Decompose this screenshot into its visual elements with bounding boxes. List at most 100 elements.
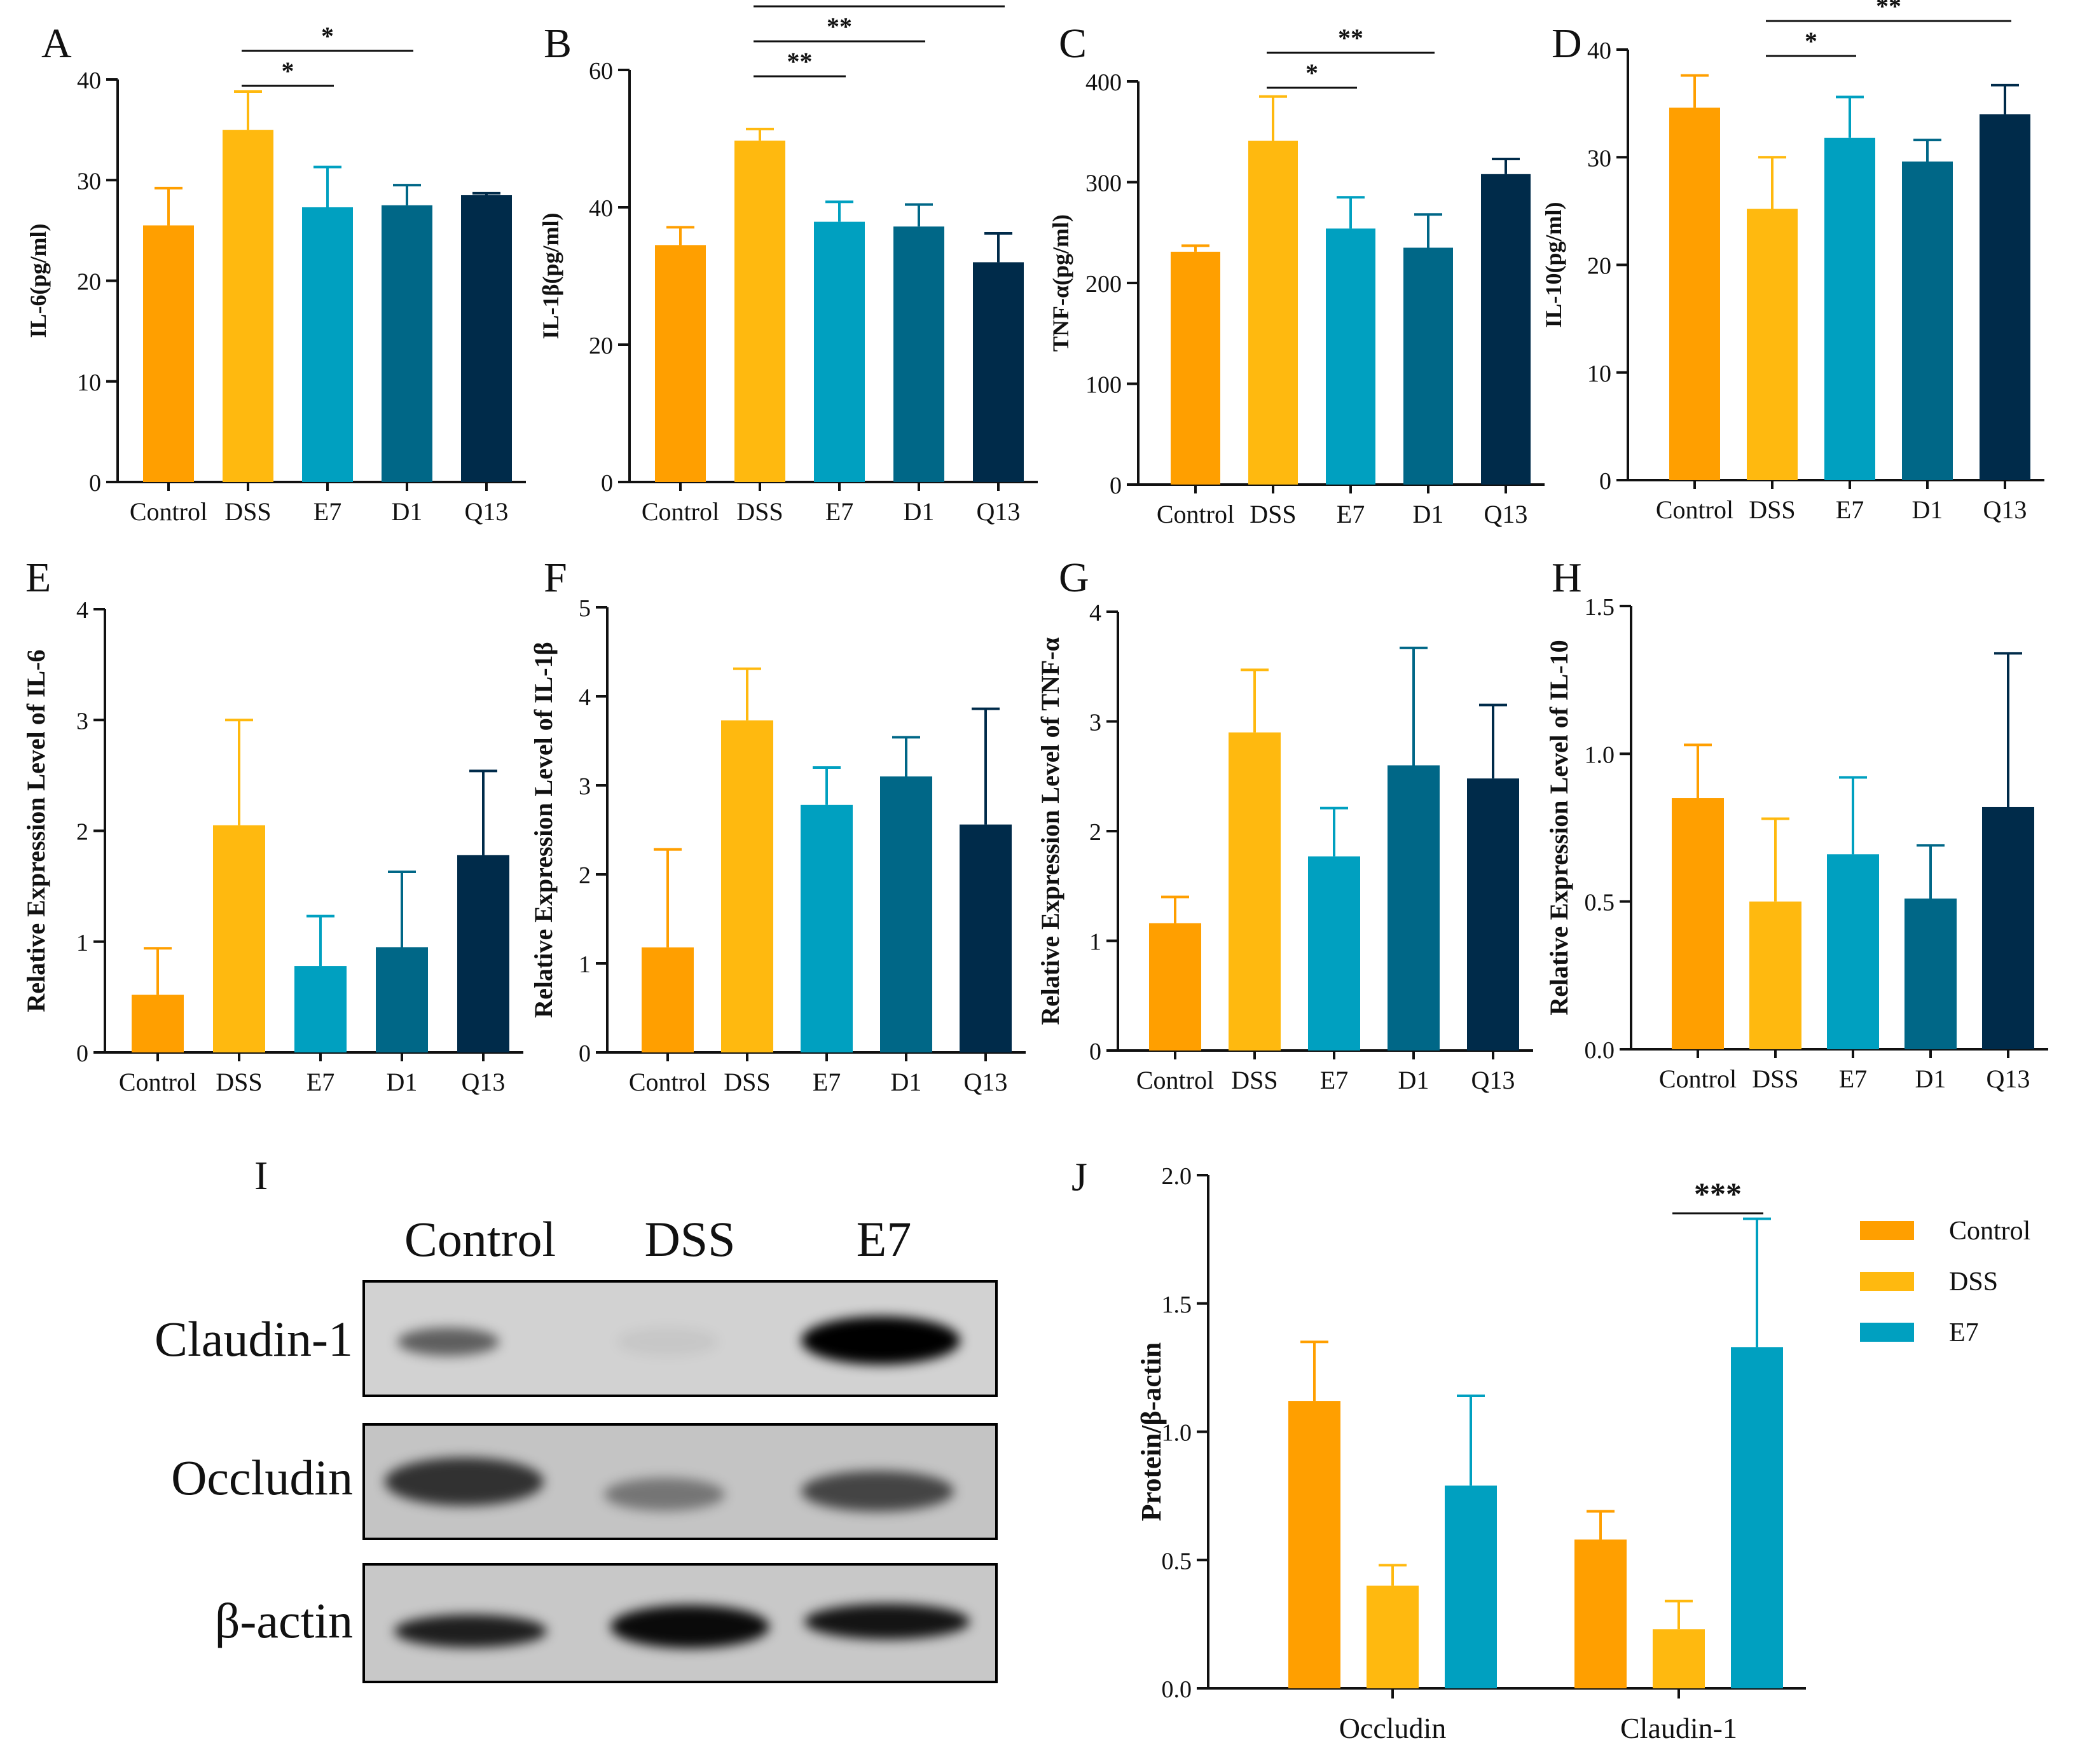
bar-control bbox=[1171, 251, 1220, 485]
panel-label-G: G bbox=[1059, 555, 1089, 601]
x-tick-label: Claudin-1 bbox=[1620, 1712, 1737, 1744]
x-tick-label: D1 bbox=[891, 1068, 922, 1096]
bar-e7 bbox=[1308, 856, 1360, 1051]
y-tick-label: 1.5 bbox=[1162, 1292, 1192, 1318]
bar-d1 bbox=[1902, 162, 1953, 480]
x-tick-label: DSS bbox=[224, 497, 271, 526]
bar-control bbox=[1669, 107, 1720, 480]
bar-d1 bbox=[376, 947, 428, 1052]
legend-label-e7: E7 bbox=[1949, 1318, 1979, 1347]
bar-d1 bbox=[382, 205, 432, 482]
blot-lane-label-dss: DSS bbox=[644, 1211, 735, 1267]
bar-control bbox=[1149, 923, 1201, 1051]
y-tick-label: 400 bbox=[1085, 69, 1122, 96]
x-tick-label: E7 bbox=[1337, 500, 1365, 528]
bar-control bbox=[655, 245, 706, 482]
bar-dss bbox=[1367, 1585, 1419, 1688]
blot-band bbox=[385, 1457, 544, 1506]
y-tick-label: 0 bbox=[1110, 472, 1122, 499]
x-tick-label: Control bbox=[629, 1068, 706, 1096]
y-tick-label: 3 bbox=[76, 708, 88, 734]
y-tick-label: 3 bbox=[579, 773, 591, 800]
panel-label-J: J bbox=[1071, 1154, 1087, 1199]
x-tick-label: D1 bbox=[1413, 500, 1444, 528]
x-tick-label: E7 bbox=[1839, 1065, 1867, 1093]
y-tick-label: 4 bbox=[579, 684, 591, 711]
x-tick-label: Occludin bbox=[1339, 1712, 1447, 1744]
bar-q13 bbox=[1982, 806, 2034, 1049]
bar-control bbox=[143, 225, 194, 482]
panel-label-A: A bbox=[41, 20, 72, 67]
blot-band bbox=[804, 1604, 970, 1639]
y-tick-label: 30 bbox=[77, 168, 101, 195]
x-tick-label: Control bbox=[1659, 1065, 1737, 1093]
x-tick-label: Control bbox=[130, 497, 207, 526]
y-tick-label: 20 bbox=[1587, 253, 1611, 280]
bar-dss bbox=[734, 141, 785, 483]
y-tick-label: 4 bbox=[1089, 600, 1101, 626]
blot-band bbox=[397, 1328, 499, 1356]
y-tick-label: 30 bbox=[1587, 145, 1611, 172]
x-tick-label: E7 bbox=[313, 497, 341, 526]
y-tick-label: 0 bbox=[579, 1040, 591, 1067]
panel-label-H: H bbox=[1552, 555, 1582, 601]
y-tick-label: 1.0 bbox=[1585, 741, 1615, 768]
chart-panel-A: A 0 10 20 30 40 IL-6(pg/ml) Control DSS E7 D1 Q13 * * bbox=[25, 20, 526, 526]
significance-stars: *** bbox=[1694, 1176, 1742, 1211]
bar-d1 bbox=[1904, 899, 1957, 1049]
bar-e7 bbox=[1731, 1347, 1783, 1688]
x-tick-label: DSS bbox=[1231, 1066, 1278, 1094]
bar-e7 bbox=[302, 207, 353, 482]
y-tick-label: 2 bbox=[1089, 819, 1101, 846]
y-tick-label: 60 bbox=[589, 58, 613, 85]
blot-band bbox=[801, 1316, 960, 1365]
y-axis-label: IL-1β(pg/ml) bbox=[538, 213, 563, 340]
bar-e7 bbox=[1445, 1485, 1497, 1688]
significance-stars: * bbox=[1805, 27, 1817, 55]
y-tick-label: 5 bbox=[579, 595, 591, 622]
x-tick-label: D1 bbox=[904, 497, 935, 526]
significance-stars: * bbox=[282, 57, 294, 85]
chart-panel-J: J 0.0 0.5 1.0 1.5 2.0 Protein/β-actin Occludin C… bbox=[1071, 1154, 2030, 1744]
y-tick-label: 100 bbox=[1085, 372, 1122, 399]
significance-stars: ** bbox=[1876, 0, 1901, 20]
bar-q13 bbox=[461, 195, 512, 482]
panel-label-C: C bbox=[1059, 20, 1087, 67]
chart-panel-D: D 0 10 20 30 40 IL-10(pg/ml) Control DSS E7 D1 Q13 *… bbox=[1541, 0, 2044, 524]
bar-e7 bbox=[814, 221, 865, 482]
bar-d1 bbox=[1403, 247, 1453, 485]
x-tick-label: Control bbox=[119, 1068, 196, 1096]
bar-control bbox=[1574, 1539, 1627, 1688]
bar-q13 bbox=[973, 262, 1024, 482]
y-tick-label: 40 bbox=[77, 67, 101, 94]
legend-swatch-control bbox=[1860, 1221, 1914, 1240]
blot-band bbox=[801, 1471, 954, 1512]
y-tick-label: 1 bbox=[1089, 929, 1101, 956]
bar-control bbox=[1672, 798, 1724, 1049]
y-tick-label: 0.0 bbox=[1162, 1676, 1192, 1703]
blot-row-label-beta-actin: β-actin bbox=[215, 1593, 353, 1648]
x-tick-label: Control bbox=[1656, 495, 1733, 524]
blot-lane-label-e7: E7 bbox=[857, 1211, 912, 1267]
y-tick-label: 4 bbox=[76, 597, 88, 624]
bar-e7 bbox=[1824, 137, 1875, 480]
y-tick-label: 20 bbox=[589, 333, 613, 359]
x-tick-label: Control bbox=[1136, 1066, 1214, 1094]
panel-label-D: D bbox=[1552, 20, 1582, 67]
y-tick-label: 10 bbox=[1587, 361, 1611, 387]
blot-band bbox=[617, 1328, 719, 1356]
blot-band bbox=[610, 1605, 769, 1648]
y-tick-label: 0 bbox=[1089, 1038, 1101, 1065]
y-tick-label: 0.0 bbox=[1585, 1037, 1615, 1064]
x-tick-label: DSS bbox=[1752, 1065, 1798, 1093]
x-tick-label: Q13 bbox=[1983, 495, 2027, 524]
x-tick-label: Control bbox=[642, 497, 719, 526]
y-tick-label: 3 bbox=[1089, 710, 1101, 736]
legend-label-control: Control bbox=[1949, 1216, 2030, 1246]
bar-q13 bbox=[1481, 174, 1531, 485]
x-tick-label: DSS bbox=[736, 497, 783, 526]
blot-row-label-claudin-1: Claudin-1 bbox=[155, 1311, 353, 1367]
y-tick-label: 1 bbox=[76, 930, 88, 956]
